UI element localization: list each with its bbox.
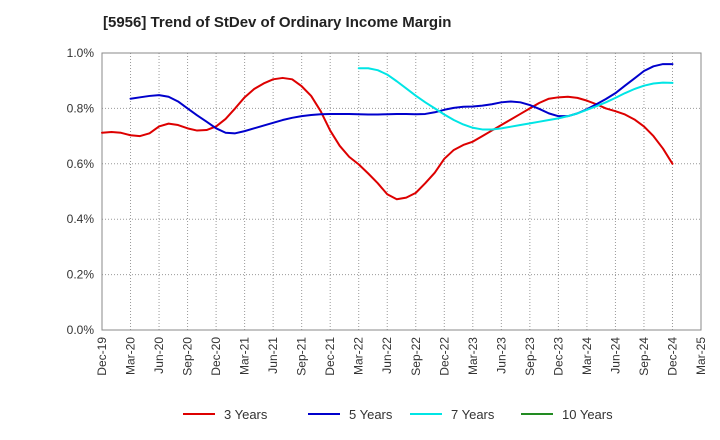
x-tick-label: Dec-19 xyxy=(95,337,109,376)
x-tick-label: Jun-22 xyxy=(380,337,394,374)
x-tick-label: Jun-23 xyxy=(494,337,508,374)
x-tick-label: Mar-24 xyxy=(580,337,594,375)
y-tick-label: 0.4% xyxy=(67,212,95,226)
legend-label: 7 Years xyxy=(451,407,495,422)
x-tick-label: Dec-23 xyxy=(551,337,565,376)
chart-title: [5956] Trend of StDev of Ordinary Income… xyxy=(103,14,452,31)
x-tick-label: Mar-21 xyxy=(238,337,252,375)
x-tick-label: Dec-22 xyxy=(437,337,451,376)
series-line-3-years xyxy=(101,76,674,201)
legend-label: 5 Years xyxy=(349,407,393,422)
x-tick-label: Sep-24 xyxy=(637,337,651,376)
x-tick-label: Sep-22 xyxy=(409,337,423,376)
x-tick-label: Mar-25 xyxy=(694,337,708,375)
plot-area-border xyxy=(101,52,702,331)
x-tick-label: Jun-24 xyxy=(608,337,622,374)
x-tick-label: Mar-22 xyxy=(352,337,366,375)
series-line-5-years xyxy=(129,63,674,135)
x-tick-label: Jun-20 xyxy=(152,337,166,374)
y-tick-label: 0.6% xyxy=(67,157,95,171)
x-tick-label: Dec-21 xyxy=(323,337,337,376)
x-tick-label: Jun-21 xyxy=(266,337,280,374)
x-tick-label: Sep-21 xyxy=(295,337,309,376)
x-tick-label: Dec-24 xyxy=(665,337,679,376)
legend-label: 3 Years xyxy=(224,407,268,422)
x-tick-label: Sep-20 xyxy=(181,337,195,376)
x-tick-label: Mar-23 xyxy=(466,337,480,375)
series-line-7-years xyxy=(357,67,674,131)
legend-label: 10 Years xyxy=(562,407,613,422)
y-tick-label: 0.0% xyxy=(67,323,95,337)
y-tick-label: 0.2% xyxy=(67,268,95,282)
x-tick-label: Dec-20 xyxy=(209,337,223,376)
y-tick-label: 0.8% xyxy=(67,101,95,115)
y-tick-label: 1.0% xyxy=(67,46,95,60)
x-tick-label: Mar-20 xyxy=(124,337,138,375)
x-tick-label: Sep-23 xyxy=(523,337,537,376)
